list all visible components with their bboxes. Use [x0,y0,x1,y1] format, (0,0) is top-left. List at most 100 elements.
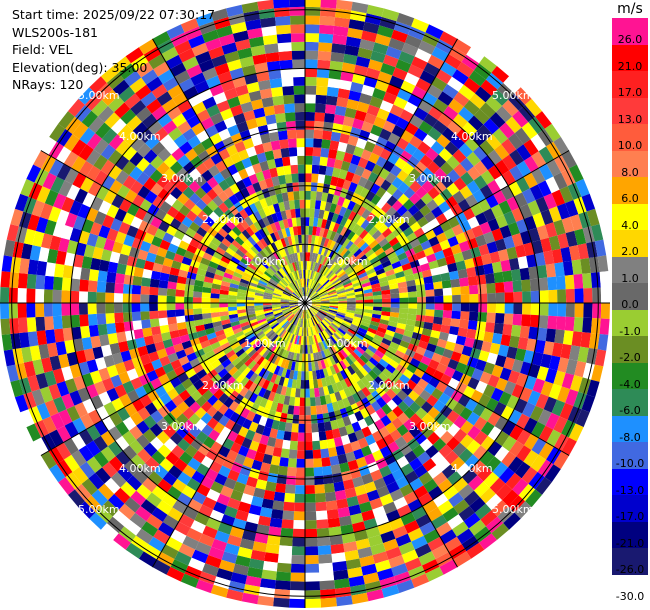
gate [213,501,228,515]
gate [223,198,234,209]
gate [353,529,369,542]
gate [398,51,415,65]
gate [210,112,224,125]
gate [421,328,432,337]
gate [425,147,439,161]
gate [261,97,274,108]
gate [356,389,367,401]
gate [401,384,413,396]
gate [142,477,158,493]
gate [410,373,422,385]
gate [417,451,431,465]
gate [259,160,270,172]
gate [514,398,528,414]
gate [266,224,274,235]
gate [344,252,354,261]
gate [169,161,183,175]
gate [31,389,45,406]
gate [337,399,346,410]
gate [274,438,284,449]
gate [273,491,285,502]
gate [242,137,255,150]
gate [508,495,526,513]
gate [284,276,291,284]
gate [281,404,289,414]
gate [36,402,51,420]
gate [80,413,94,430]
gate [69,200,83,216]
gate [387,460,401,474]
gate [70,278,81,292]
gate [236,295,246,300]
gate [245,448,257,460]
gate [249,321,259,328]
gate [315,334,321,343]
gate [324,483,335,493]
gate [274,588,290,599]
gate [176,413,189,426]
gate [201,169,214,182]
gate [457,394,471,408]
gate [126,475,142,491]
gate [130,490,147,506]
gate [421,413,434,426]
gate [327,211,335,222]
gate [261,188,271,199]
gate [202,496,217,510]
gate [289,300,298,303]
gate [282,377,289,387]
gate [401,42,419,57]
gate [290,297,299,301]
gate [406,363,418,374]
gate [369,497,383,510]
gate [26,164,42,183]
gate [315,510,328,521]
gate [316,333,323,343]
gate [283,350,290,360]
gate [353,284,363,290]
gate [95,357,107,371]
gate [131,194,145,208]
gate [495,303,505,314]
gate [307,252,311,262]
gate [332,472,343,484]
gate [402,395,415,408]
gate [486,283,496,294]
gate [305,24,320,34]
gate [241,64,257,77]
gate [314,120,325,131]
gate [222,276,232,283]
gate [391,417,404,430]
gate [21,243,33,260]
gate [305,572,320,582]
gate [466,328,477,340]
gate [229,379,240,391]
gate [337,88,351,99]
gate [404,122,419,136]
gate [580,332,591,348]
gate [300,287,304,297]
gate [440,430,454,445]
gate [118,63,136,80]
gate [253,353,262,363]
gate [343,282,353,288]
gate [359,555,375,567]
gate [273,325,282,333]
gate [390,303,400,308]
gate [182,186,195,199]
gate [224,362,235,373]
gate [208,546,225,560]
gate [100,523,119,540]
gate [323,121,334,132]
gate [336,311,346,316]
gate [327,310,337,315]
gate [148,351,160,363]
gate [363,309,373,314]
gate [317,274,324,283]
gate [95,235,107,249]
gate [130,216,143,229]
gate [270,354,278,364]
gate [512,280,523,293]
gate [306,309,310,319]
gate [355,332,365,341]
